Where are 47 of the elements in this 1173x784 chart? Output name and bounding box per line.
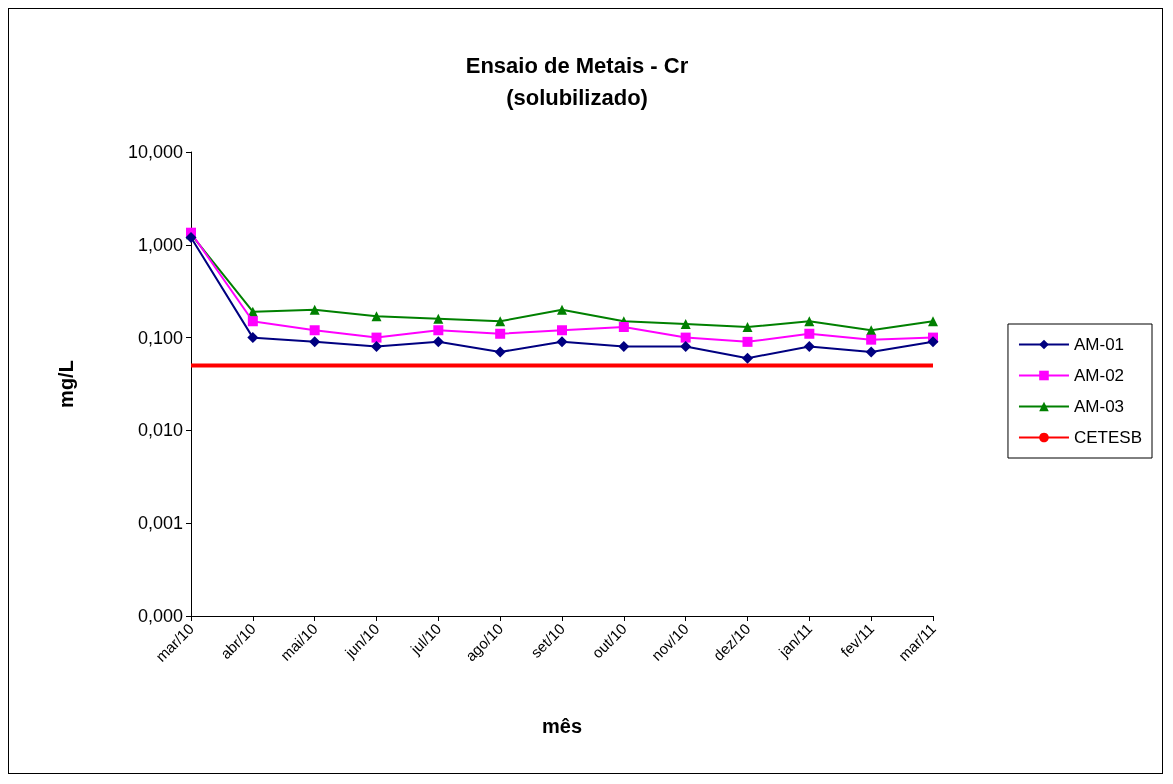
y-tick-label: 0,001 [137, 513, 183, 534]
point [495, 328, 506, 339]
legend-label: AM-02 [1073, 366, 1125, 385]
point [866, 325, 877, 336]
point [680, 332, 691, 343]
point [803, 341, 815, 353]
point [866, 334, 877, 345]
legend-label: AM-01 [1073, 335, 1125, 354]
point [371, 311, 382, 322]
chart-subtitle: (solubilizado) [506, 84, 648, 110]
point [433, 325, 444, 336]
point [927, 336, 939, 348]
y-tick-label: 10,000 [127, 142, 183, 162]
point [309, 304, 320, 315]
point [557, 325, 567, 336]
y-tick-label: 1,000 [137, 234, 183, 255]
y-axis-title: mg/L [55, 360, 77, 408]
point [928, 316, 938, 327]
point [804, 328, 815, 339]
point [371, 332, 382, 343]
y-tick-label: 0,010 [137, 420, 183, 441]
point [680, 319, 691, 330]
point [309, 336, 321, 348]
point [865, 346, 877, 358]
point [742, 322, 753, 333]
point [804, 316, 815, 327]
chart-title: Ensaio de Metais - Cr [465, 52, 689, 78]
point [247, 332, 259, 344]
x-axis-title: mês [541, 715, 583, 737]
point [432, 336, 444, 348]
y-tick-label: 0,100 [137, 327, 183, 348]
point [309, 325, 320, 336]
point [433, 313, 444, 324]
point [680, 341, 692, 353]
legend-label: AM-03 [1073, 397, 1125, 416]
point [618, 322, 629, 333]
point [494, 346, 506, 358]
point [495, 316, 506, 327]
point [556, 336, 568, 348]
point [742, 336, 753, 347]
point [247, 316, 258, 327]
point [742, 352, 753, 364]
point [618, 341, 630, 353]
legend-label: CETESB [1073, 428, 1143, 447]
point [557, 304, 567, 315]
y-tick-label: 0,000 [137, 606, 183, 626]
point [371, 341, 382, 353]
